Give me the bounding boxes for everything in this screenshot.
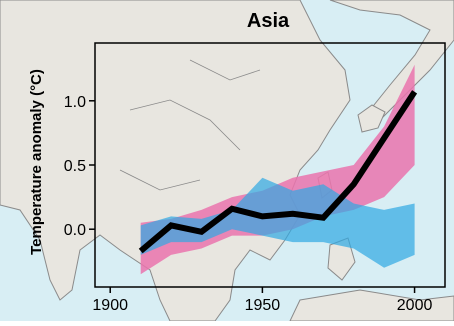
y-axis-label: Temperature anomaly (°C) [28, 69, 45, 255]
y-tick-label: 0.5 [64, 158, 86, 175]
y-tick-label: 1.0 [64, 94, 86, 111]
x-tick-label: 1900 [92, 297, 128, 314]
x-tick-label: 1950 [245, 297, 281, 314]
y-tick-label: 0.0 [64, 222, 86, 239]
chart-title: Asia [247, 10, 290, 32]
x-tick-label: 2000 [397, 297, 433, 314]
